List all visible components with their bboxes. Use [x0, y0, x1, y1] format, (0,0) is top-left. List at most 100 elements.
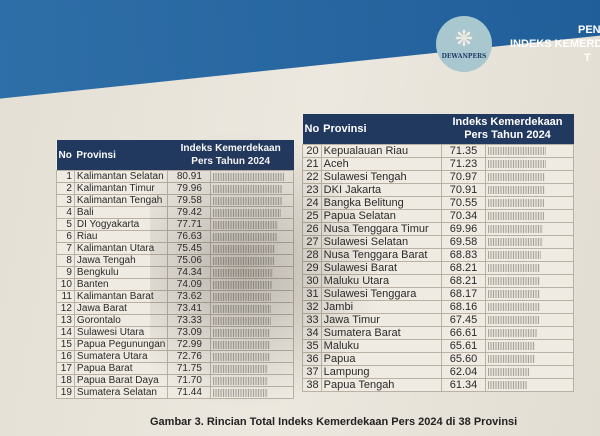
index-value: 72.99 — [167, 338, 212, 351]
table-row: 12 Jawa Barat 73.41 — [56, 302, 294, 315]
index-value: 71.70 — [167, 374, 212, 387]
index-value: 79.58 — [167, 194, 212, 207]
index-bar — [488, 160, 546, 168]
row-number: 3 — [56, 194, 75, 207]
bar-cell — [485, 235, 574, 249]
province-name: DKI Jakarta — [320, 183, 443, 197]
bar-cell — [210, 362, 294, 375]
table-row: 23 DKI Jakarta 70.91 — [302, 183, 574, 197]
province-name: DI Yogyakarta — [73, 218, 169, 231]
index-value: 74.09 — [167, 278, 212, 291]
row-number: 12 — [56, 302, 75, 315]
province-name: Papua Selatan — [320, 209, 443, 223]
index-bar — [213, 172, 284, 181]
index-bar — [213, 208, 282, 217]
index-bar — [213, 364, 269, 373]
index-bar — [488, 368, 529, 376]
row-number: 34 — [302, 326, 322, 340]
index-value: 75.45 — [167, 242, 212, 255]
table-row: 38 Papua Tengah 61.34 — [302, 378, 574, 392]
table-row: 17 Papua Barat 71.75 — [56, 362, 294, 375]
index-bar — [488, 147, 546, 155]
table-row: 13 Gorontalo 73.33 — [56, 314, 294, 327]
index-bar — [488, 329, 538, 337]
province-name: Sulawesi Barat — [320, 261, 443, 275]
bar-cell — [485, 352, 574, 366]
index-bar — [213, 232, 277, 241]
row-number: 8 — [56, 254, 75, 267]
index-value: 70.97 — [441, 170, 486, 184]
row-number: 25 — [302, 209, 322, 223]
row-number: 18 — [56, 374, 75, 387]
province-name: Jawa Barat — [73, 302, 169, 315]
index-value: 76.63 — [167, 230, 212, 243]
row-number: 6 — [56, 230, 75, 243]
bar-cell — [485, 365, 574, 379]
index-value: 71.35 — [441, 144, 486, 158]
header-line-3: T — [584, 52, 591, 64]
bar-cell — [485, 222, 574, 236]
table-row: 8 Jawa Tengah 75.06 — [56, 254, 294, 267]
bar-cell — [210, 314, 294, 327]
index-value: 69.58 — [441, 235, 486, 249]
dewan-pers-logo: ❋ DEWANPERS — [436, 16, 492, 72]
logo-text: DEWANPERS — [441, 53, 487, 60]
bar-cell — [485, 378, 574, 392]
index-bar — [213, 388, 268, 397]
index-bar — [488, 173, 546, 181]
index-bar — [488, 303, 540, 311]
index-bar — [213, 340, 271, 349]
province-name: Sulawesi Tengah — [320, 170, 443, 184]
col-no: No — [302, 114, 322, 145]
bar-cell — [210, 218, 294, 231]
bar-cell — [210, 230, 294, 243]
bar-cell — [210, 254, 294, 267]
bar-cell — [210, 302, 294, 315]
index-value: 75.06 — [167, 254, 212, 267]
province-name: Nusa Tenggara Timur — [320, 222, 443, 236]
row-number: 35 — [302, 339, 322, 353]
index-value: 73.41 — [167, 302, 212, 315]
index-value: 68.17 — [441, 287, 486, 301]
province-name: Papua Pegunungan — [73, 338, 169, 351]
province-name: Bali — [73, 206, 169, 219]
col-provinsi: Provinsi — [321, 114, 442, 145]
index-value: 67.45 — [441, 313, 486, 327]
bar-cell — [485, 170, 574, 184]
row-number: 32 — [302, 300, 322, 314]
province-name: Nusa Tenggara Barat — [320, 248, 443, 262]
index-bar — [213, 376, 269, 385]
table-row: 1 Kalimantan Selatan 80.91 — [56, 170, 294, 183]
province-name: Jawa Tengah — [73, 254, 169, 267]
index-bar — [213, 184, 283, 193]
table-row: 33 Jawa Timur 67.45 — [302, 313, 574, 327]
bar-cell — [210, 182, 294, 195]
row-number: 15 — [56, 338, 75, 351]
bar-cell — [210, 242, 294, 255]
province-name: Banten — [73, 278, 169, 291]
bar-cell — [485, 248, 574, 262]
province-name: Lampung — [320, 365, 443, 379]
province-name: Sulawesi Utara — [73, 326, 169, 339]
table-row: 30 Maluku Utara 68.21 — [302, 274, 574, 288]
row-number: 16 — [56, 350, 75, 363]
index-bar — [213, 304, 272, 313]
row-number: 24 — [302, 196, 322, 210]
bar-cell — [485, 196, 574, 210]
bar-cell — [210, 326, 294, 339]
row-number: 23 — [302, 183, 322, 197]
row-number: 5 — [56, 218, 75, 231]
index-bar — [488, 355, 536, 363]
bar-cell — [210, 350, 294, 363]
index-bar — [488, 290, 540, 298]
index-bar — [488, 277, 541, 285]
province-name: Bengkulu — [73, 266, 169, 279]
table-row: 31 Sulawesi Tenggara 68.17 — [302, 287, 574, 301]
table-row: 32 Jambi 68.16 — [302, 300, 574, 314]
province-name: Aceh — [320, 157, 443, 171]
index-bar — [488, 316, 539, 324]
index-value: 68.21 — [441, 261, 486, 275]
index-bar — [213, 220, 279, 229]
index-bar — [488, 199, 545, 207]
province-name: Maluku — [320, 339, 443, 353]
